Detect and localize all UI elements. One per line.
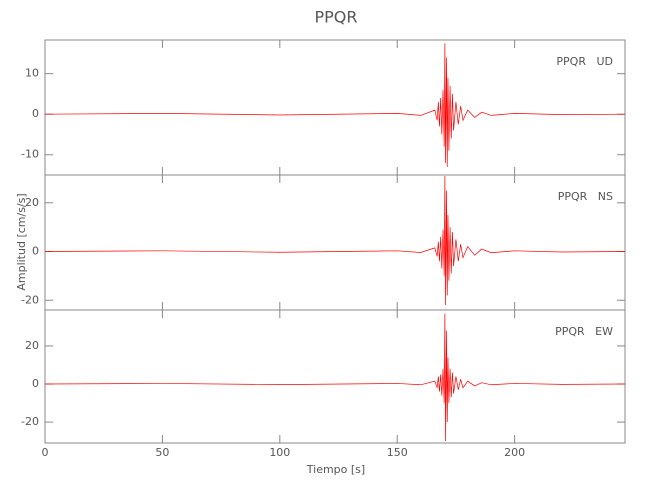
x-tick-label: 100: [269, 446, 290, 459]
x-tick-label: 150: [387, 446, 408, 459]
chart-title: PPQR: [314, 8, 357, 27]
y-tick-label: 0: [32, 377, 39, 390]
y-tick-label: 0: [32, 245, 39, 258]
y-tick-label: 10: [25, 67, 39, 80]
y-tick-label: 20: [25, 339, 39, 352]
trace: [44, 43, 626, 167]
panel-label: PPQR UD: [556, 55, 613, 68]
x-tick-label: 200: [504, 446, 525, 459]
y-axis-label: Amplitud [cm/s/s]: [15, 193, 28, 290]
panel-frame: [44, 39, 626, 176]
trace: [44, 313, 626, 442]
trace: [44, 175, 626, 306]
y-tick-label: -10: [21, 148, 39, 161]
panel-frame: [44, 174, 626, 311]
panel-frame: [44, 309, 626, 444]
x-tick-label: 0: [42, 446, 49, 459]
y-tick-label: 0: [32, 107, 39, 120]
panel-label: PPQR EW: [555, 325, 613, 338]
x-tick-label: 50: [155, 446, 169, 459]
x-axis-label: Tiempo [s]: [306, 463, 365, 476]
panel-label: PPQR NS: [558, 190, 613, 203]
y-tick-label: 20: [25, 196, 39, 209]
y-tick-label: -20: [21, 415, 39, 428]
y-tick-label: -20: [21, 293, 39, 306]
